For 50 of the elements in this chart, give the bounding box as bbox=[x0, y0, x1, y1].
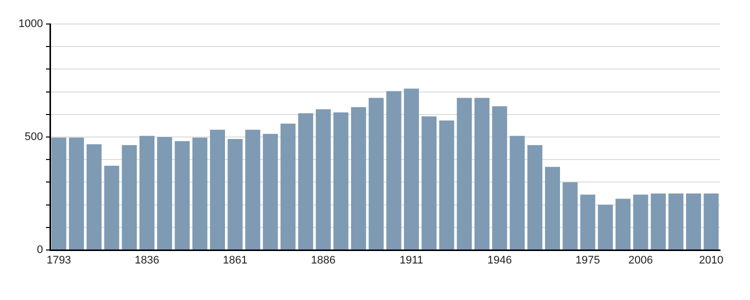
bar bbox=[422, 116, 437, 250]
bar bbox=[86, 144, 102, 250]
x-tick-label: 2006 bbox=[628, 254, 653, 267]
bar bbox=[333, 112, 348, 250]
bar bbox=[580, 194, 596, 250]
bar bbox=[704, 194, 719, 250]
bar bbox=[245, 130, 260, 250]
bar bbox=[174, 141, 190, 250]
bar bbox=[386, 91, 402, 250]
bar bbox=[527, 145, 542, 250]
bar bbox=[68, 138, 84, 250]
bar bbox=[122, 145, 137, 250]
x-tick-label: 1836 bbox=[134, 254, 160, 267]
x-tick-label: 2010 bbox=[698, 254, 724, 267]
bar bbox=[51, 138, 66, 250]
x-tick-label: 1975 bbox=[576, 254, 600, 267]
x-tick-label: 1886 bbox=[311, 254, 336, 267]
bar bbox=[262, 134, 278, 250]
x-tick-label: 1946 bbox=[487, 254, 512, 267]
bar bbox=[510, 136, 525, 250]
bar bbox=[210, 130, 225, 250]
bar bbox=[633, 194, 648, 250]
bar bbox=[456, 98, 472, 250]
y-tick-label: 0 bbox=[36, 244, 43, 256]
y-tick-label: 1000 bbox=[18, 18, 43, 30]
x-tick-label: 1793 bbox=[46, 254, 72, 267]
bar bbox=[404, 88, 419, 250]
bar bbox=[351, 107, 366, 250]
bar bbox=[104, 166, 120, 250]
bar bbox=[545, 166, 560, 250]
x-tick-label: 1911 bbox=[400, 254, 424, 267]
bar bbox=[474, 98, 490, 250]
bar bbox=[492, 106, 508, 250]
bar bbox=[139, 136, 154, 250]
bar bbox=[668, 194, 684, 250]
bar bbox=[298, 113, 314, 250]
bar bbox=[686, 194, 702, 250]
y-tick-label: 500 bbox=[24, 131, 43, 144]
bar bbox=[280, 124, 296, 250]
bar bbox=[562, 182, 578, 250]
bar bbox=[616, 198, 631, 250]
bar bbox=[650, 194, 666, 250]
bar bbox=[598, 204, 613, 250]
bar bbox=[192, 138, 208, 250]
bar bbox=[439, 120, 454, 250]
bar bbox=[228, 139, 243, 250]
bar bbox=[368, 98, 384, 250]
bar bbox=[316, 109, 331, 250]
bar bbox=[157, 137, 172, 250]
x-tick-label: 1861 bbox=[222, 254, 248, 267]
